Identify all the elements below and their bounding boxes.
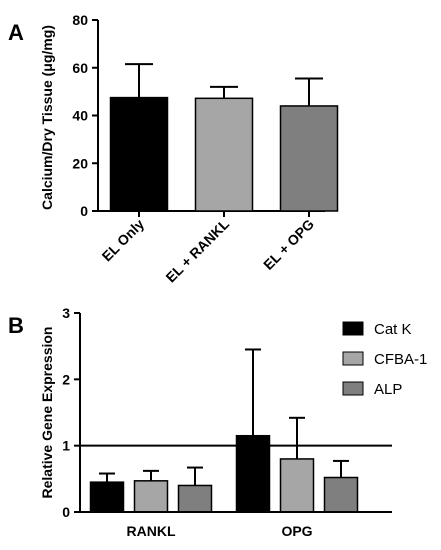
- legend-swatch: [342, 351, 364, 366]
- panel-a-bar: [109, 96, 169, 212]
- panel-a-bar: [279, 105, 339, 212]
- panel-b-bar: [279, 458, 315, 513]
- panel-b-x-tick-label: OPG: [281, 523, 312, 539]
- panel-b-label: B: [8, 313, 24, 338]
- panel-a-y-tick-label: 40: [72, 108, 88, 124]
- panel-a-x-tick-label: EL + OPG: [260, 216, 317, 273]
- panel-b-x-tick-label: RANKL: [127, 523, 176, 539]
- panel-a: A 0 20 40 60 80 Calcium/Dry Tissue (μg/mg) EL O…: [8, 12, 339, 286]
- panel-b: B 0 1 2 3 Relative Gene Expression RANKL OPG Cat…: [8, 305, 427, 539]
- panel-b-bar: [235, 434, 271, 513]
- legend-swatch: [342, 381, 364, 396]
- panel-b-y-tick-label: 0: [62, 504, 70, 520]
- panel-a-x-tick-label: EL Only: [99, 216, 148, 265]
- panel-b-y-tick-label: 1: [62, 438, 70, 454]
- legend-label: ALP: [374, 381, 402, 398]
- panel-b-y-tick-label: 3: [62, 305, 70, 321]
- panel-b-bar: [133, 480, 169, 513]
- panel-b-y-axis-label: Relative Gene Expression: [39, 327, 55, 499]
- panel-a-label: A: [8, 20, 24, 45]
- legend-label: CFBA-1: [374, 351, 427, 368]
- panel-a-y-tick-label: 80: [72, 12, 88, 28]
- panel-b-bar: [323, 476, 359, 513]
- panel-a-y-tick-label: 20: [72, 155, 88, 171]
- legend-label: Cat K: [374, 321, 412, 338]
- panel-b-bar: [177, 484, 213, 513]
- panel-a-y-tick-label: 0: [80, 203, 88, 219]
- panel-a-y-tick-label: 60: [72, 60, 88, 76]
- panel-b-y-tick-label: 2: [62, 371, 70, 387]
- legend-swatch: [342, 321, 364, 336]
- panel-a-bar: [194, 97, 254, 212]
- panel-a-y-axis-label: Calcium/Dry Tissue (μg/mg): [39, 25, 55, 210]
- panel-b-bar: [89, 481, 125, 513]
- panel-a-x-tick-label: EL + RANKL: [162, 215, 232, 285]
